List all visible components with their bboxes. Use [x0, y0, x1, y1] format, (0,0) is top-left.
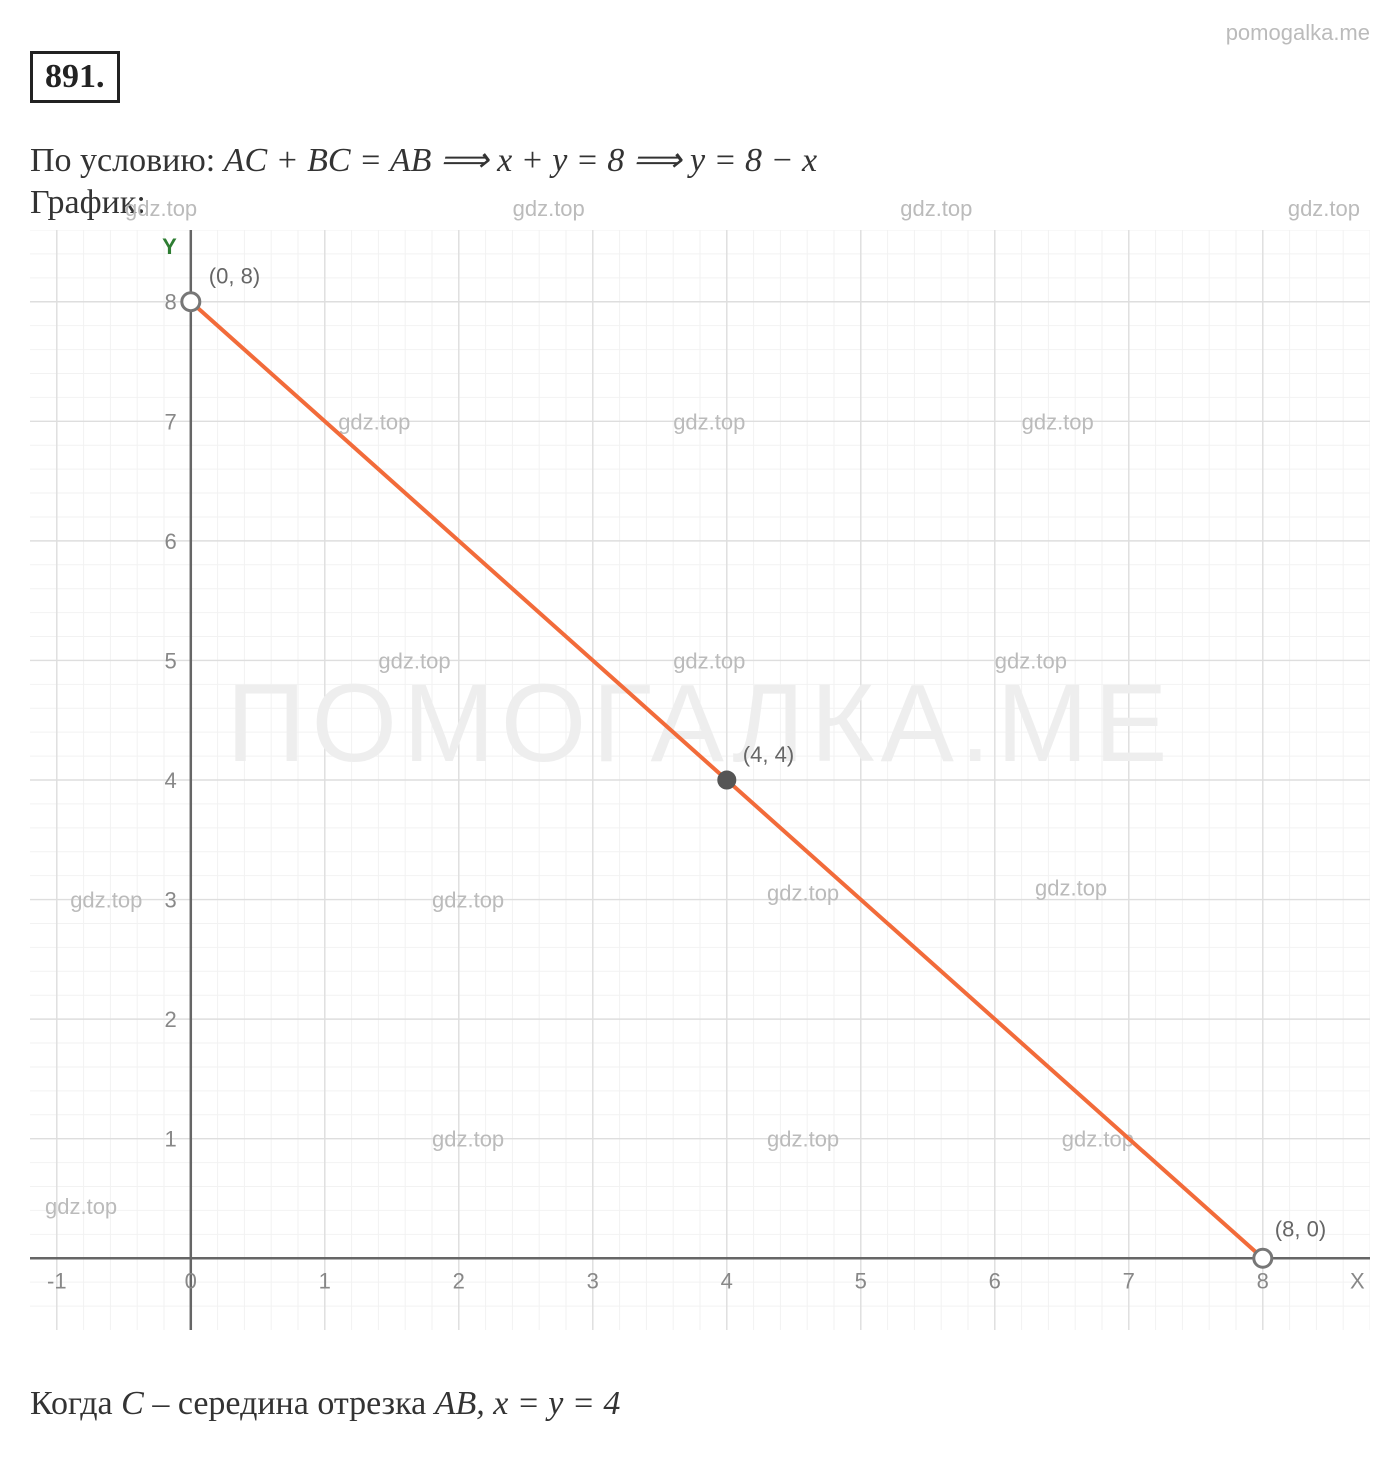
- svg-text:gdz.top: gdz.top: [995, 648, 1067, 673]
- svg-text:X: X: [1350, 1268, 1365, 1293]
- svg-text:gdz.top: gdz.top: [70, 888, 142, 913]
- chart-container: ПОМОГАЛКА.МЕ -1 0 1 2 3 4 5 6 7 8 1 2 3 4 5 6 7 8 X Ygdz.top…: [30, 230, 1370, 1330]
- svg-text:4: 4: [165, 768, 177, 793]
- svg-text:6: 6: [165, 529, 177, 554]
- svg-text:3: 3: [165, 888, 177, 913]
- svg-text:gdz.top: gdz.top: [1022, 409, 1094, 434]
- svg-text:8: 8: [165, 290, 177, 315]
- top-watermark: pomogalka.me: [30, 20, 1370, 46]
- svg-text:6: 6: [989, 1268, 1001, 1293]
- svg-text:gdz.top: gdz.top: [338, 409, 410, 434]
- svg-text:(0, 8): (0, 8): [209, 264, 260, 289]
- watermark-text: gdz.top: [125, 196, 197, 222]
- svg-text:0: 0: [185, 1268, 197, 1293]
- condition-formula: AC + BC = AB ⟹ x + y = 8 ⟹ y = 8 − x: [224, 142, 817, 179]
- svg-text:gdz.top: gdz.top: [432, 1127, 504, 1152]
- watermark-bottom-left: gdz.top: [45, 1194, 117, 1220]
- svg-text:gdz.top: gdz.top: [1035, 876, 1107, 901]
- chart-svg: ПОМОГАЛКА.МЕ -1 0 1 2 3 4 5 6 7 8 1 2 3 4 5 6 7 8 X Ygdz.top…: [30, 230, 1370, 1330]
- svg-text:2: 2: [165, 1007, 177, 1032]
- svg-text:5: 5: [165, 648, 177, 673]
- svg-text:5: 5: [855, 1268, 867, 1293]
- svg-text:gdz.top: gdz.top: [767, 1127, 839, 1152]
- svg-text:gdz.top: gdz.top: [432, 888, 504, 913]
- svg-text:Y: Y: [162, 234, 177, 259]
- condition-prefix: По условию:: [30, 142, 215, 179]
- svg-text:(4, 4): (4, 4): [743, 742, 794, 767]
- svg-text:2: 2: [453, 1268, 465, 1293]
- svg-text:gdz.top: gdz.top: [378, 648, 450, 673]
- svg-text:gdz.top: gdz.top: [1062, 1127, 1134, 1152]
- svg-text:8: 8: [1257, 1268, 1269, 1293]
- condition-line: По условию: AC + BC = AB ⟹ x + y = 8 ⟹ y…: [30, 140, 1370, 180]
- conclusion-ab: AB: [435, 1385, 477, 1422]
- conclusion-mid: – середина отрезка: [144, 1385, 435, 1422]
- svg-text:gdz.top: gdz.top: [767, 880, 839, 905]
- svg-text:7: 7: [165, 409, 177, 434]
- svg-text:(8, 0): (8, 0): [1275, 1216, 1326, 1241]
- svg-text:4: 4: [721, 1268, 733, 1293]
- conclusion-prefix: Когда: [30, 1385, 121, 1422]
- svg-text:gdz.top: gdz.top: [673, 409, 745, 434]
- watermark-text: gdz.top: [900, 196, 972, 222]
- conclusion-c: C: [121, 1385, 144, 1422]
- watermark-text: gdz.top: [1288, 196, 1360, 222]
- svg-text:7: 7: [1123, 1268, 1135, 1293]
- problem-number: 891.: [30, 51, 120, 103]
- conclusion: Когда C – середина отрезка AB, x = y = 4: [30, 1385, 1370, 1423]
- conclusion-suffix: , x = y = 4: [476, 1385, 620, 1422]
- svg-text:-1: -1: [47, 1268, 67, 1293]
- svg-text:1: 1: [319, 1268, 331, 1293]
- watermark-text: gdz.top: [513, 196, 585, 222]
- svg-text:1: 1: [165, 1127, 177, 1152]
- svg-text:3: 3: [587, 1268, 599, 1293]
- watermark-row-top: gdz.top gdz.top gdz.top gdz.top: [30, 196, 1370, 222]
- svg-text:ПОМОГАЛКА.МЕ: ПОМОГАЛКА.МЕ: [226, 662, 1173, 785]
- svg-text:gdz.top: gdz.top: [673, 648, 745, 673]
